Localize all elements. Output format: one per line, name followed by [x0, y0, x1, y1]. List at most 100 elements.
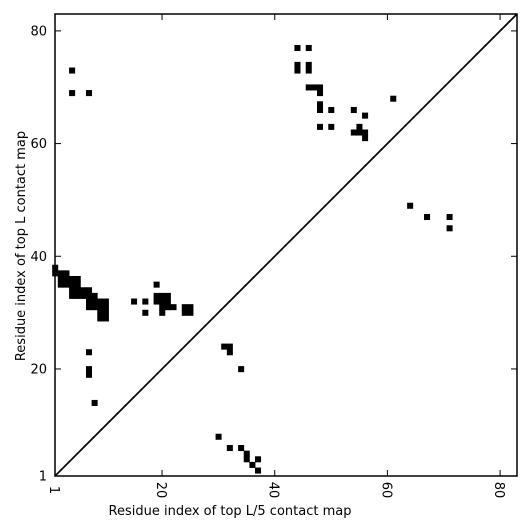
- lower-contact-point: [102, 304, 109, 311]
- lower-contact-point: [243, 456, 250, 463]
- upper-contact-point: [407, 202, 414, 209]
- lower-contact-point: [243, 450, 250, 457]
- lower-contact-point: [85, 366, 93, 373]
- upper-contact-point: [294, 44, 301, 52]
- lower-contact-point: [187, 304, 194, 311]
- lower-contact-point: [226, 343, 233, 350]
- lower-contact-point: [91, 298, 98, 305]
- upper-contact-point: [356, 129, 363, 136]
- lower-contact-point: [226, 349, 233, 356]
- x-tick-label: 20: [153, 482, 168, 499]
- lower-contact-point: [85, 349, 93, 356]
- lower-contact-point: [142, 309, 149, 316]
- lower-contact-point: [159, 309, 166, 316]
- upper-contact-points: [69, 44, 453, 232]
- lower-contact-point: [85, 304, 93, 311]
- lower-contact-point: [69, 292, 76, 299]
- upper-contact-point: [316, 90, 324, 97]
- y-tick-label: 60: [30, 137, 47, 152]
- lower-contact-point: [74, 275, 81, 283]
- lower-contact-point: [164, 298, 171, 305]
- lower-contact-point: [63, 270, 70, 277]
- upper-contact-point: [362, 129, 369, 136]
- upper-contact-point: [305, 44, 312, 52]
- x-tick-label: 60: [378, 482, 393, 499]
- lower-contact-point: [97, 298, 104, 305]
- lower-contact-point: [57, 270, 64, 277]
- lower-contact-point: [97, 304, 104, 311]
- upper-contact-point: [311, 84, 318, 91]
- lower-contact-point: [249, 461, 256, 468]
- lower-contact-point: [74, 287, 81, 294]
- lower-contact-point: [255, 456, 262, 463]
- lower-contact-point: [69, 275, 76, 283]
- lower-contact-point: [153, 281, 160, 288]
- upper-contact-point: [316, 106, 324, 113]
- x-axis-label: Residue index of top L/5 contact map: [109, 504, 352, 519]
- lower-contact-point: [63, 281, 70, 288]
- lower-contact-point: [238, 366, 245, 373]
- lower-contact-point: [85, 298, 93, 305]
- lower-contact-points: [52, 264, 262, 474]
- upper-contact-point: [424, 214, 431, 221]
- lower-contact-point: [102, 315, 109, 322]
- lower-contact-point: [159, 292, 166, 299]
- upper-contact-point: [305, 84, 312, 91]
- plot-frame: [54, 13, 518, 477]
- lower-contact-point: [187, 309, 194, 316]
- upper-contact-point: [85, 90, 93, 97]
- lower-contact-point: [80, 287, 87, 294]
- upper-contact-point: [294, 61, 301, 68]
- x-axis-ticks: 1 20 40 60 80: [46, 14, 506, 498]
- lower-contact-point: [57, 275, 64, 283]
- lower-contact-point: [91, 399, 98, 406]
- lower-contact-point: [91, 304, 98, 311]
- upper-contact-point: [316, 101, 324, 108]
- y-axis-ticks: 1 20 40 60 80: [30, 24, 517, 485]
- lower-contact-point: [181, 309, 188, 316]
- lower-contact-point: [97, 315, 104, 322]
- y-tick-label: 1: [39, 470, 47, 485]
- lower-contact-point: [80, 292, 87, 299]
- lower-contact-point: [255, 467, 262, 474]
- diagonal-line: [54, 13, 518, 477]
- upper-contact-point: [69, 67, 76, 74]
- lower-contact-point: [131, 298, 138, 305]
- upper-contact-point: [316, 84, 324, 91]
- lower-contact-point: [63, 275, 70, 283]
- lower-contact-point: [159, 298, 166, 305]
- y-axis-label: Residue index of top L contact map: [14, 131, 29, 361]
- lower-contact-point: [91, 292, 98, 299]
- lower-contact-point: [164, 304, 171, 311]
- upper-contact-point: [362, 135, 369, 142]
- lower-contact-point: [181, 304, 188, 311]
- upper-contact-point: [305, 67, 312, 74]
- upper-contact-point: [362, 112, 369, 119]
- lower-contact-point: [215, 433, 222, 440]
- lower-contact-point: [142, 298, 149, 305]
- lower-contact-point: [238, 445, 245, 452]
- upper-contact-point: [390, 95, 397, 102]
- x-tick-label: 1: [46, 486, 61, 494]
- lower-contact-point: [85, 287, 93, 294]
- lower-contact-point: [57, 281, 64, 288]
- lower-contact-point: [74, 281, 81, 288]
- y-tick-label: 20: [30, 362, 47, 377]
- lower-contact-point: [102, 309, 109, 316]
- lower-contact-point: [85, 292, 93, 299]
- upper-contact-point: [328, 123, 335, 130]
- lower-contact-point: [97, 309, 104, 316]
- y-tick-label: 80: [30, 24, 47, 39]
- upper-contact-point: [294, 67, 301, 74]
- upper-contact-point: [446, 214, 453, 221]
- lower-contact-point: [153, 298, 160, 305]
- upper-contact-point: [69, 90, 76, 97]
- upper-contact-point: [356, 123, 363, 130]
- upper-contact-point: [350, 129, 357, 136]
- lower-contact-point: [69, 281, 76, 288]
- lower-contact-point: [226, 445, 233, 452]
- lower-contact-point: [69, 287, 76, 294]
- lower-contact-point: [85, 371, 93, 378]
- lower-contact-point: [74, 292, 81, 299]
